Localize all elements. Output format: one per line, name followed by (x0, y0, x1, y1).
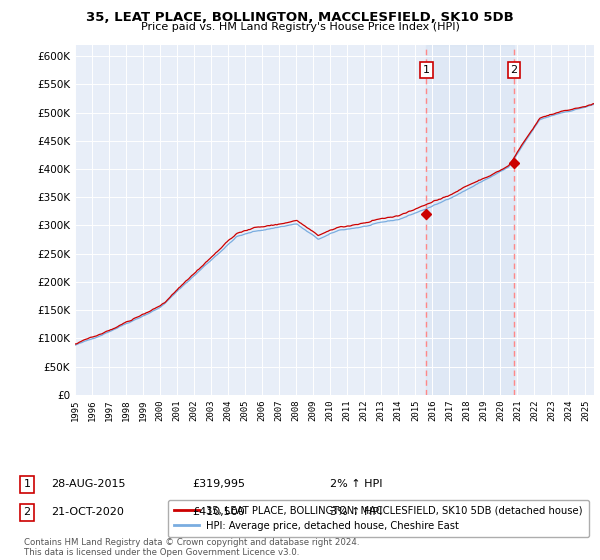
Text: 35, LEAT PLACE, BOLLINGTON, MACCLESFIELD, SK10 5DB: 35, LEAT PLACE, BOLLINGTON, MACCLESFIELD… (86, 11, 514, 24)
Text: 2: 2 (23, 507, 31, 517)
Text: 1: 1 (423, 65, 430, 75)
Legend: 35, LEAT PLACE, BOLLINGTON, MACCLESFIELD, SK10 5DB (detached house), HPI: Averag: 35, LEAT PLACE, BOLLINGTON, MACCLESFIELD… (167, 500, 589, 537)
Text: Price paid vs. HM Land Registry's House Price Index (HPI): Price paid vs. HM Land Registry's House … (140, 22, 460, 32)
Bar (427, 45, 514, 395)
Text: Contains HM Land Registry data © Crown copyright and database right 2024.
This d: Contains HM Land Registry data © Crown c… (24, 538, 359, 557)
Text: 1: 1 (23, 479, 31, 489)
Text: 3% ↑ HPI: 3% ↑ HPI (330, 507, 382, 517)
Text: 2: 2 (511, 65, 518, 75)
Text: 2% ↑ HPI: 2% ↑ HPI (330, 479, 383, 489)
Text: £319,995: £319,995 (192, 479, 245, 489)
Text: £410,500: £410,500 (192, 507, 245, 517)
Text: 21-OCT-2020: 21-OCT-2020 (51, 507, 124, 517)
Text: 28-AUG-2015: 28-AUG-2015 (51, 479, 125, 489)
